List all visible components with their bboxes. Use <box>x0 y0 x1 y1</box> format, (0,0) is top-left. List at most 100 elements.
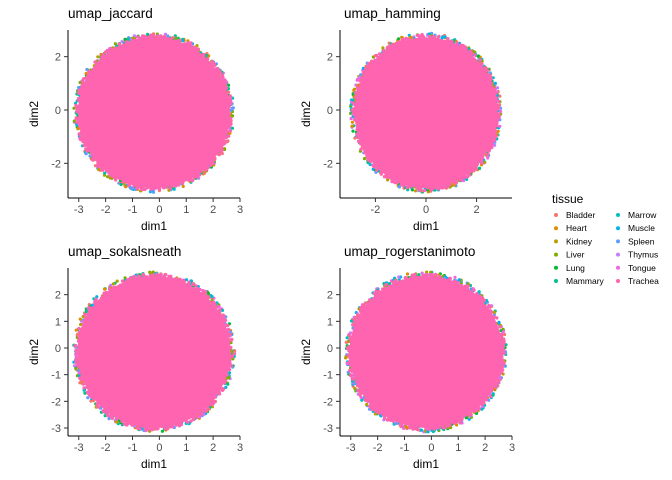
data-point <box>493 321 497 325</box>
data-point <box>167 274 171 279</box>
legend-key <box>554 213 558 217</box>
data-point <box>184 177 188 182</box>
data-point <box>230 337 234 342</box>
data-point <box>211 401 215 406</box>
legend-key <box>554 279 558 283</box>
data-point <box>79 322 83 327</box>
data-point <box>347 353 352 357</box>
data-point <box>136 274 141 278</box>
data-point <box>443 426 447 430</box>
data-point <box>353 316 358 320</box>
data-point <box>233 349 237 353</box>
data-point <box>390 178 395 183</box>
data-point <box>488 309 492 314</box>
data-point <box>120 40 124 44</box>
data-point <box>111 175 115 179</box>
data-point <box>431 429 435 434</box>
data-point <box>223 78 227 82</box>
data-point <box>91 158 95 162</box>
data-point <box>497 320 501 324</box>
data-point <box>129 187 134 191</box>
data-point <box>221 75 225 79</box>
data-point <box>79 137 83 141</box>
data-point <box>76 110 81 114</box>
data-point <box>391 280 395 284</box>
data-point <box>455 41 459 45</box>
data-point <box>485 68 489 73</box>
data-point <box>146 32 150 37</box>
legend-item: Kidney <box>554 236 593 246</box>
legend-label: Lung <box>566 263 585 273</box>
data-point <box>155 427 159 431</box>
data-point <box>487 149 491 153</box>
data-point <box>435 276 439 280</box>
data-point <box>501 348 506 353</box>
data-point <box>443 35 447 39</box>
data-point <box>400 421 404 425</box>
data-point <box>145 186 149 190</box>
x-tick-label: 3 <box>237 442 243 454</box>
y-tick-label: 2 <box>327 290 333 302</box>
data-point <box>218 316 223 320</box>
data-point <box>486 156 490 160</box>
data-point <box>349 346 353 350</box>
data-point <box>365 64 369 69</box>
legend-item: Trachea <box>616 276 659 286</box>
data-point <box>93 60 98 64</box>
point-cloud-body <box>349 276 503 428</box>
x-tick-label: 2 <box>474 204 480 216</box>
data-point <box>417 273 421 277</box>
data-point <box>495 103 500 107</box>
data-point <box>496 86 500 90</box>
data-point <box>385 46 389 51</box>
legend-item: Thymus <box>616 250 658 260</box>
data-point <box>476 54 480 58</box>
data-point <box>368 298 372 302</box>
data-point <box>97 60 102 64</box>
data-point <box>172 422 176 426</box>
data-point <box>425 270 429 274</box>
data-point <box>227 357 231 361</box>
data-point <box>349 319 354 323</box>
data-point <box>157 187 162 191</box>
data-point <box>397 280 401 284</box>
data-point <box>211 61 215 66</box>
data-point <box>166 277 171 281</box>
data-point <box>356 388 360 393</box>
data-point <box>370 60 374 64</box>
data-point <box>144 37 149 41</box>
data-point <box>488 71 492 75</box>
data-point <box>490 86 495 91</box>
data-point <box>383 50 388 54</box>
data-point <box>109 415 114 419</box>
data-point <box>74 116 79 120</box>
legend-label: Tongue <box>628 263 656 273</box>
data-point <box>387 284 391 289</box>
data-point <box>414 275 418 279</box>
data-point <box>458 420 462 424</box>
data-point <box>228 124 232 128</box>
data-point <box>486 145 490 150</box>
data-point <box>173 40 177 44</box>
data-point <box>160 429 164 433</box>
y-tick-label: -2 <box>51 396 61 408</box>
data-point <box>187 280 191 284</box>
legend-key <box>616 239 620 244</box>
data-point <box>359 147 363 151</box>
data-point <box>196 48 200 52</box>
data-point <box>478 402 482 406</box>
data-point <box>119 182 123 187</box>
data-point <box>198 409 202 413</box>
data-point <box>382 413 386 417</box>
data-point <box>464 48 468 52</box>
x-tick-label: 2 <box>482 442 488 454</box>
x-tick-label: -2 <box>373 442 383 454</box>
data-point <box>82 143 87 148</box>
data-point <box>408 426 412 430</box>
legend-label: Kidney <box>566 236 593 246</box>
data-point <box>410 183 414 187</box>
y-tick-label: -2 <box>323 158 333 170</box>
data-point <box>432 35 436 39</box>
data-point <box>437 187 441 191</box>
